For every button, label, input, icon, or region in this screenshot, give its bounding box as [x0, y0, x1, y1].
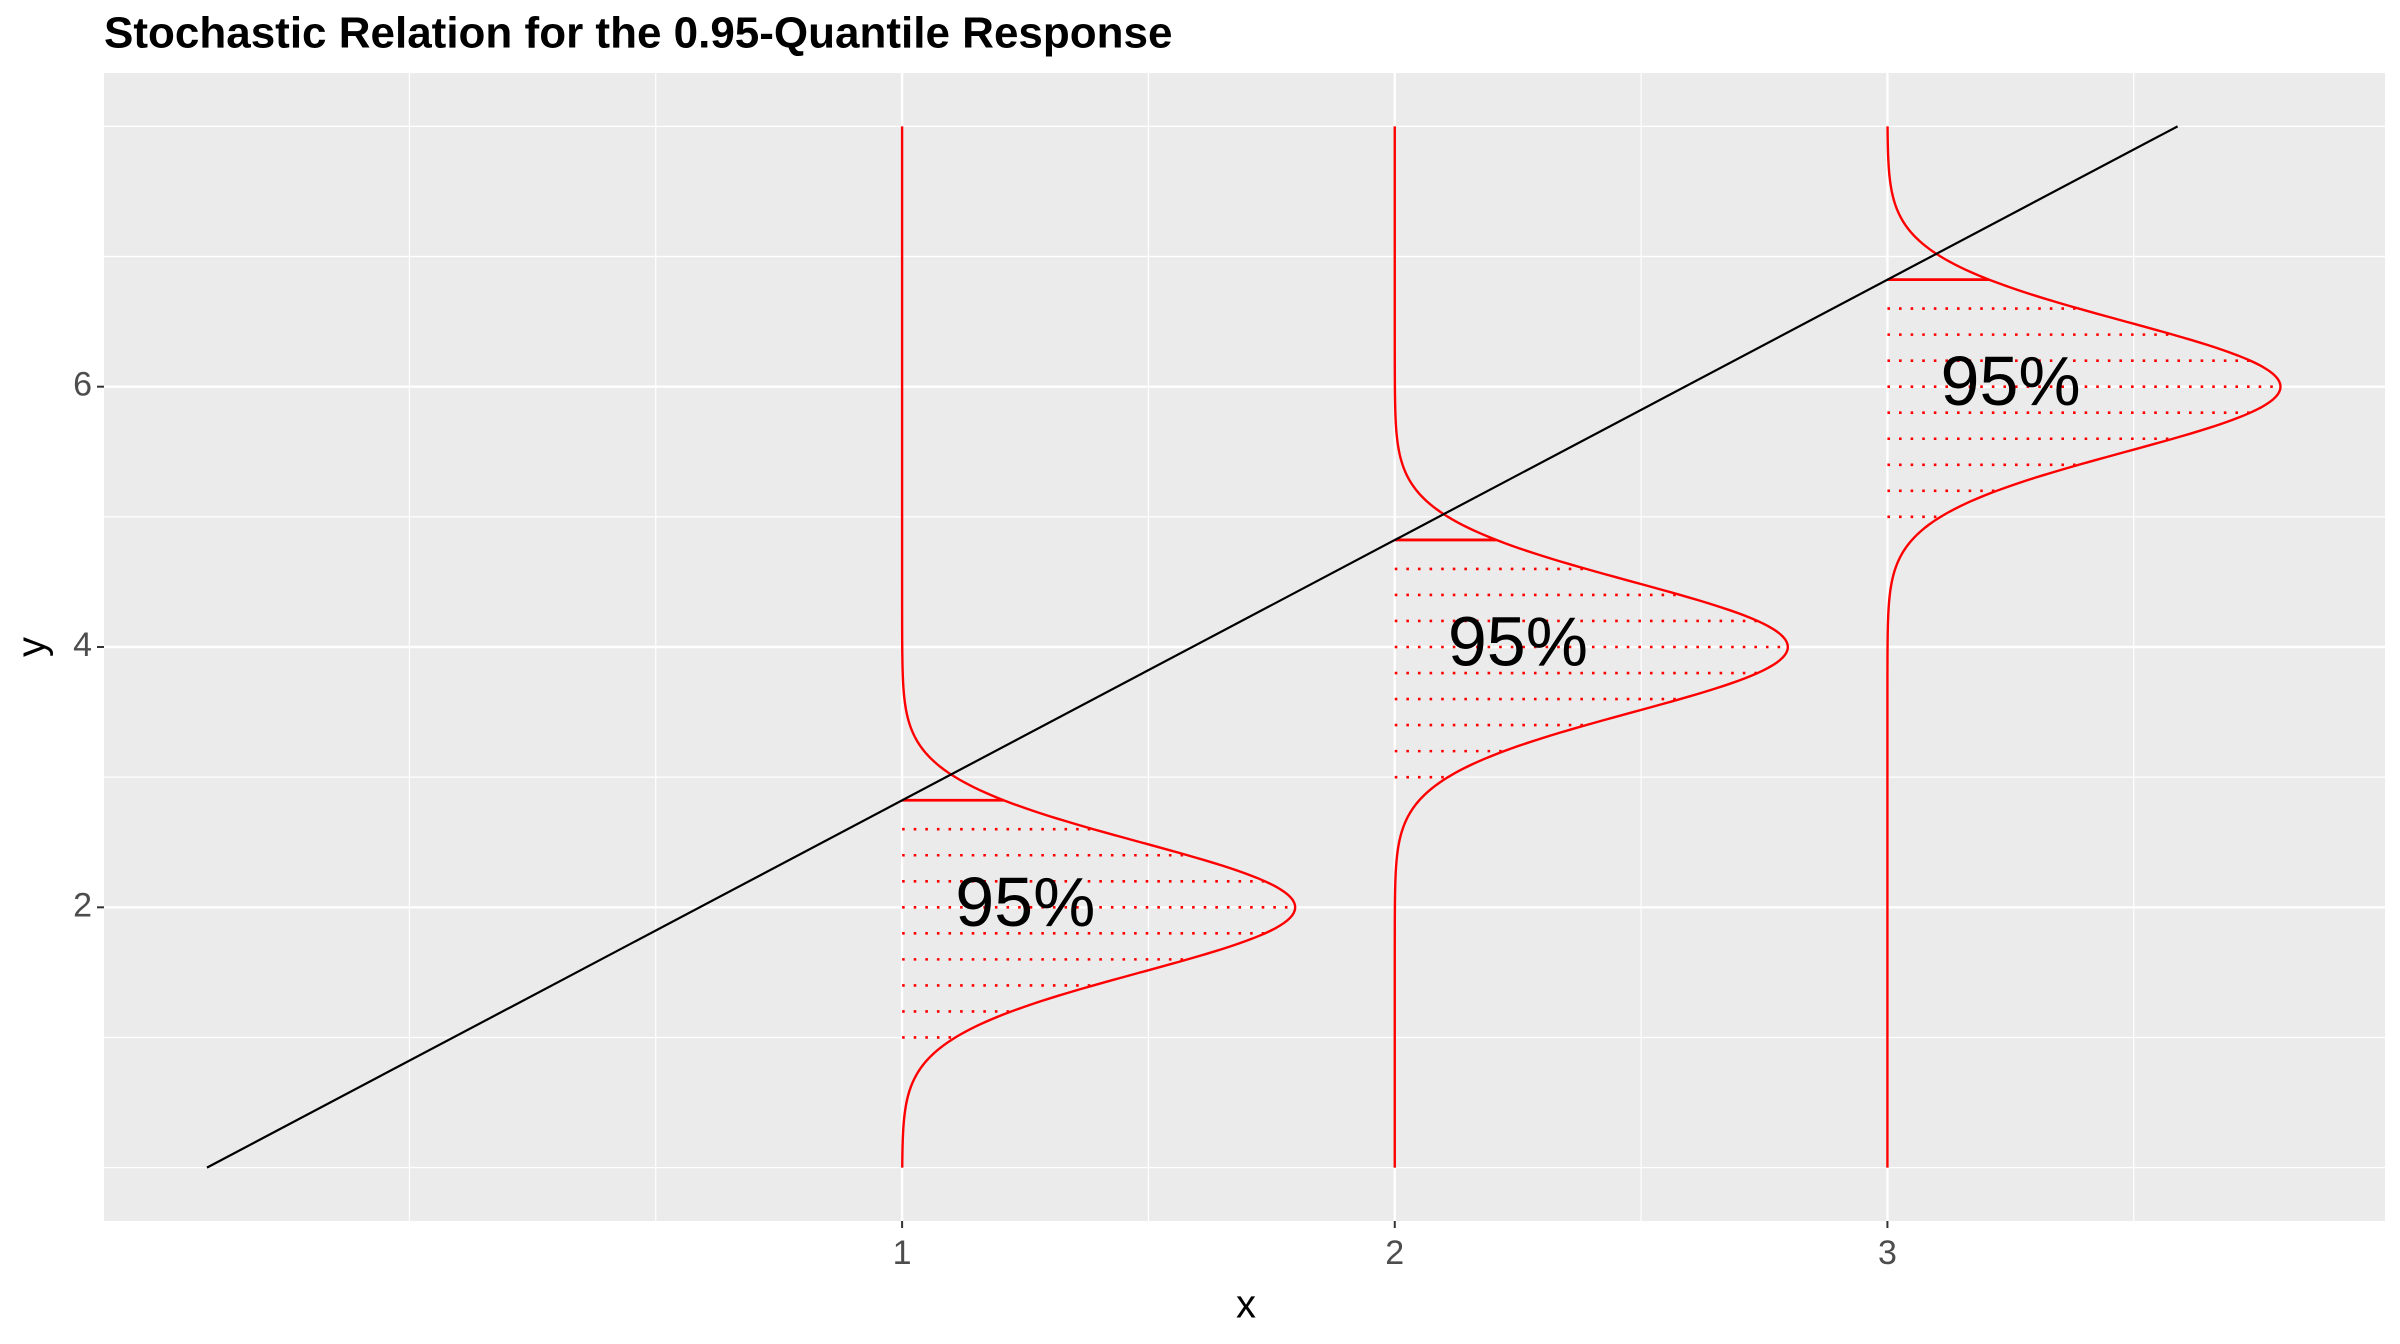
x-tick-label: 1 — [893, 1234, 912, 1272]
quantile-line — [206, 125, 2179, 1169]
density-curve — [1886, 126, 2282, 1168]
chart-title: Stochastic Relation for the 0.95-Quantil… — [104, 9, 1172, 58]
x-tick-label: 2 — [1385, 1234, 1404, 1272]
y-tick-label: 6 — [73, 366, 92, 404]
percent-label: 95% — [1448, 602, 1588, 680]
y-axis-label: y — [10, 637, 54, 657]
x-tick-label: 3 — [1878, 1234, 1897, 1272]
percent-label: 95% — [955, 863, 1095, 941]
y-tick-label: 2 — [73, 886, 92, 924]
density-curve — [1393, 126, 1790, 1168]
density-curve — [900, 126, 1297, 1168]
percent-label: 95% — [1941, 342, 2081, 420]
y-tick-label: 4 — [73, 626, 92, 664]
x-axis-label: x — [1236, 1283, 1256, 1327]
